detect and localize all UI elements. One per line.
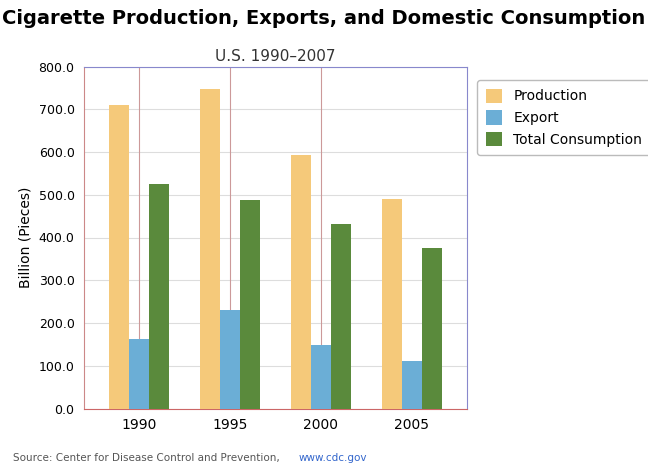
Y-axis label: Billion (Pieces): Billion (Pieces) (19, 187, 33, 288)
Title: U.S. 1990–2007: U.S. 1990–2007 (215, 49, 336, 64)
Bar (109, 105, 129, 408)
Text: Source: Center for Disease Control and Prevention,: Source: Center for Disease Control and P… (13, 453, 286, 463)
Legend: Production, Export, Total Consumption: Production, Export, Total Consumption (478, 80, 648, 155)
Bar (200, 89, 220, 408)
Bar (331, 224, 351, 408)
Bar (291, 154, 311, 408)
Text: Cigarette Production, Exports, and Domestic Consumption: Cigarette Production, Exports, and Domes… (3, 10, 645, 28)
Bar (402, 361, 422, 408)
Bar (311, 345, 331, 408)
Bar (149, 184, 169, 408)
Bar (220, 310, 240, 408)
Bar (422, 248, 442, 408)
Bar (129, 339, 149, 408)
Bar (382, 199, 402, 408)
Text: www.cdc.gov: www.cdc.gov (298, 453, 367, 463)
Bar (240, 200, 260, 408)
